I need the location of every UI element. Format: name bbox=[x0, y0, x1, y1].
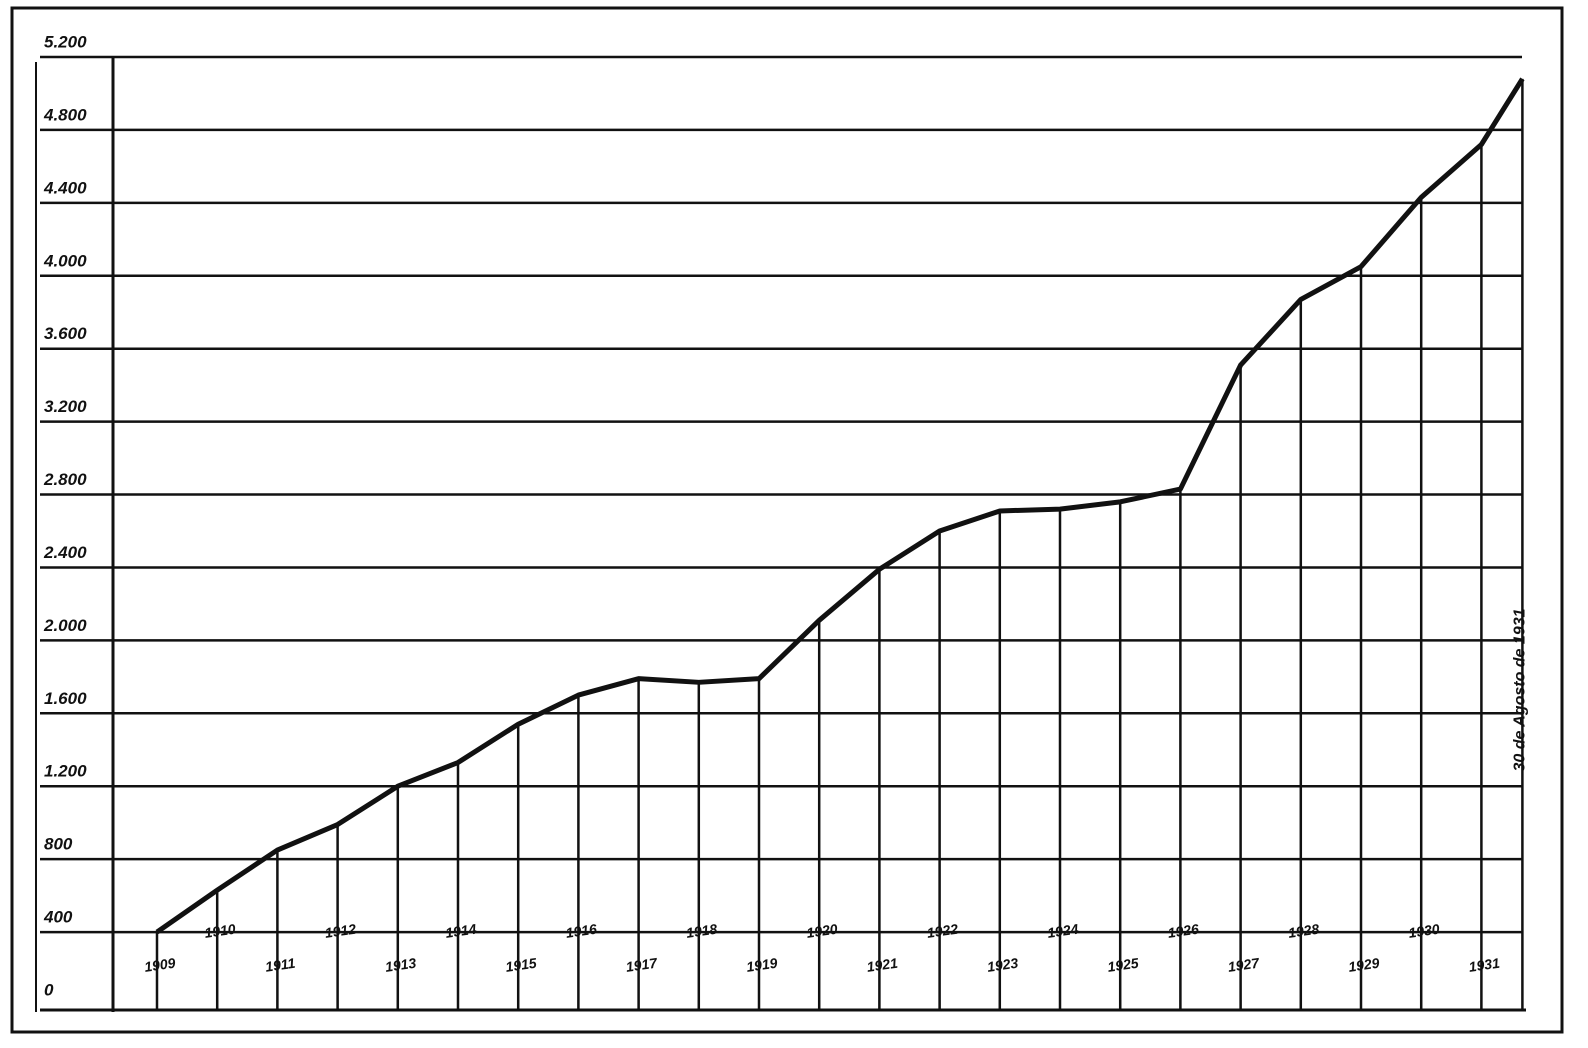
y-tick-label: 5.200 bbox=[44, 32, 87, 51]
x-tick-label: 1915 bbox=[504, 955, 537, 975]
y-tick-label: 2.000 bbox=[43, 616, 87, 635]
x-tick-label: 1910 bbox=[203, 921, 236, 941]
x-tick-label: 1914 bbox=[444, 921, 477, 941]
y-tick-label: 4.000 bbox=[43, 251, 87, 270]
x-tick-label: 1929 bbox=[1347, 955, 1380, 975]
x-tick-label: 1925 bbox=[1106, 955, 1139, 975]
x-tick-label: 1927 bbox=[1227, 954, 1261, 974]
x-tick-label: 1913 bbox=[384, 955, 417, 975]
y-tick-label: 400 bbox=[43, 908, 73, 927]
x-tick-label: 1918 bbox=[685, 921, 718, 941]
x-tick-label: 1930 bbox=[1407, 921, 1440, 941]
x-tick-label: 1920 bbox=[805, 921, 838, 941]
x-tick-label: 1924 bbox=[1046, 921, 1079, 941]
x-tick-label: 1926 bbox=[1167, 921, 1200, 941]
x-tick-label: 1909 bbox=[143, 955, 176, 975]
x-tick-label: 1919 bbox=[745, 955, 778, 975]
y-tick-label: 1.200 bbox=[44, 762, 87, 781]
y-tick-label: 4.800 bbox=[43, 105, 87, 124]
y-tick-label: 2.400 bbox=[43, 543, 87, 562]
y-tick-label: 800 bbox=[44, 835, 73, 854]
x-tick-label: 1917 bbox=[625, 954, 659, 974]
x-tick-label: 30 de Agosto de 1931 bbox=[1512, 608, 1529, 771]
x-tick-label: 1911 bbox=[264, 955, 296, 975]
y-tick-label: 1.600 bbox=[44, 689, 87, 708]
y-tick-label: 0 bbox=[44, 980, 54, 999]
y-tick-label: 3.200 bbox=[44, 397, 87, 416]
x-tick-label: 1912 bbox=[324, 921, 357, 941]
data-line bbox=[155, 77, 1525, 935]
x-tick-label: 1922 bbox=[926, 921, 959, 941]
x-tick-label: 1916 bbox=[565, 921, 598, 941]
x-tick-label: 1928 bbox=[1287, 921, 1320, 941]
x-tick-label: 1921 bbox=[866, 955, 899, 975]
x-tick-label: 1923 bbox=[986, 955, 1019, 975]
y-tick-label: 4.400 bbox=[43, 178, 87, 197]
frame bbox=[10, 6, 1564, 1034]
y-tick-label: 3.600 bbox=[44, 324, 87, 343]
x-tick-label: 1931 bbox=[1468, 955, 1501, 975]
y-tick-label: 2.800 bbox=[43, 470, 87, 489]
